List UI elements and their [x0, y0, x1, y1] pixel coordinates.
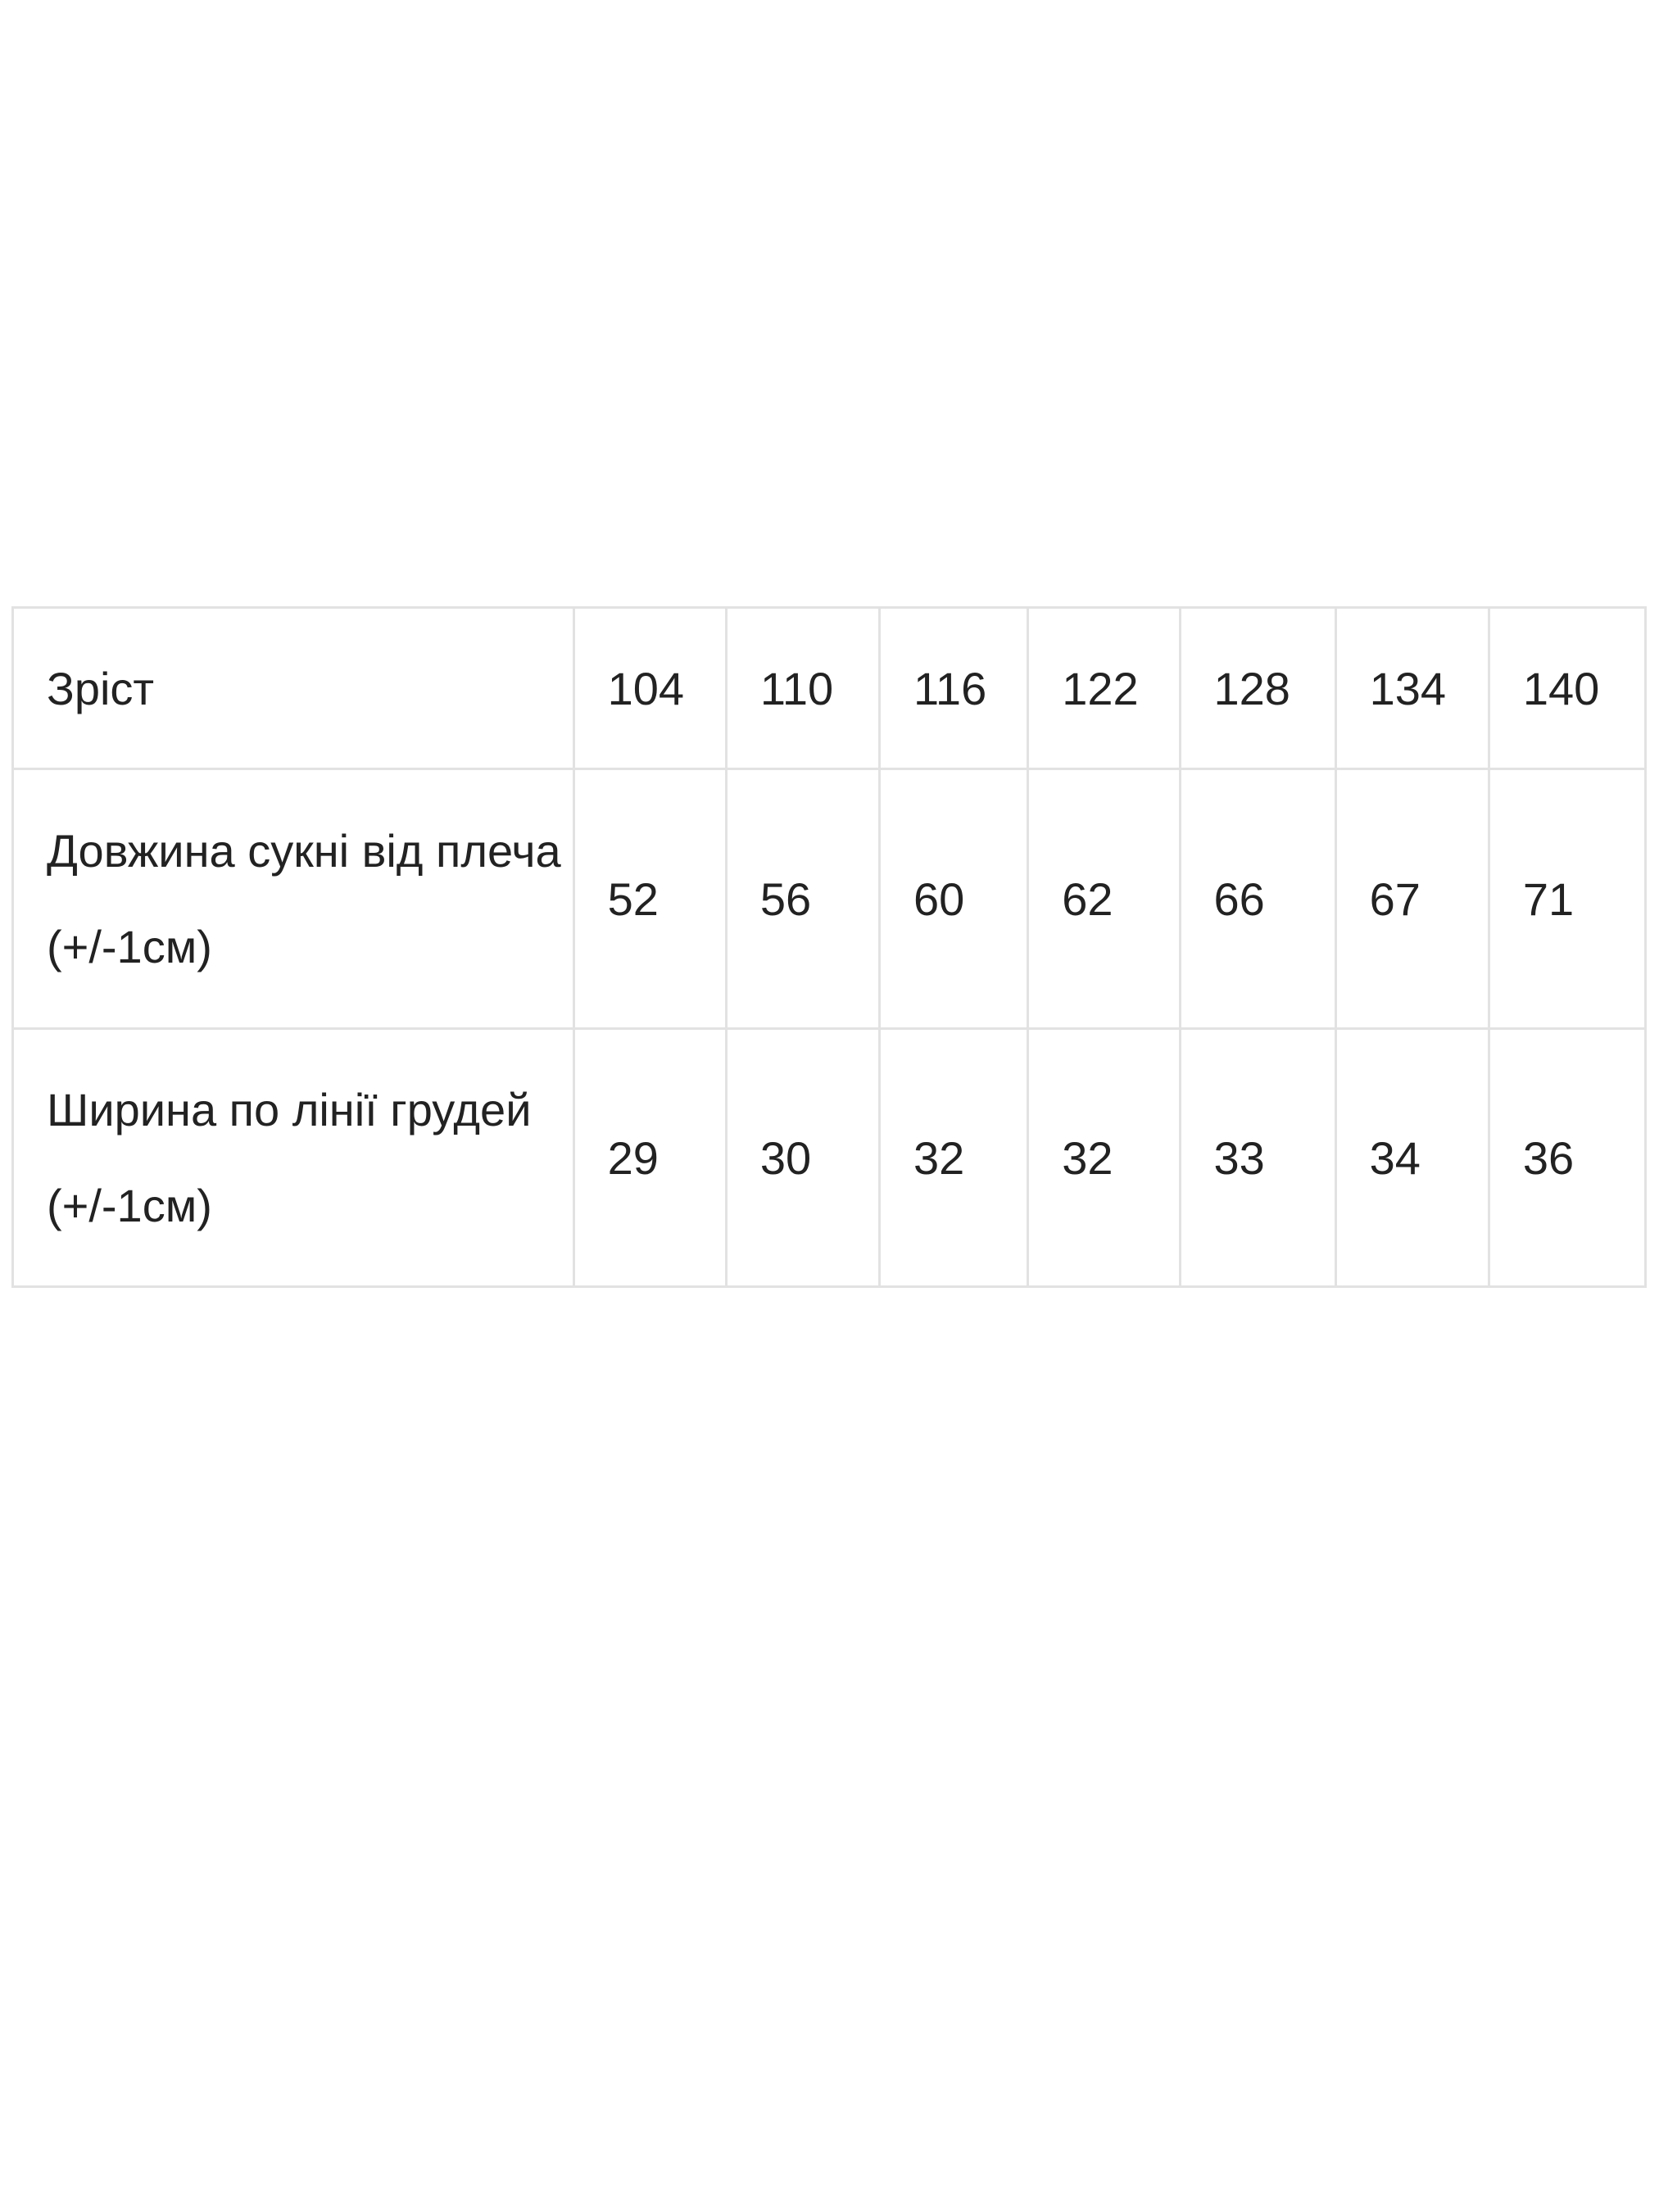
table-cell: 36 [1487, 1027, 1648, 1288]
table-cell: 30 [724, 1027, 881, 1288]
table-cell: 52 [572, 768, 728, 1030]
size-table: Зріст 104 110 116 122 128 134 140 Довжина сукні … [11, 606, 1648, 1288]
table-cell: 56 [724, 768, 881, 1030]
table-cell: 116 [877, 606, 1030, 770]
table-cell: 62 [1027, 768, 1181, 1030]
table-cell: 29 [572, 1027, 728, 1288]
table-cell: 32 [877, 1027, 1030, 1288]
table-cell: 32 [1027, 1027, 1181, 1288]
header-row: Зріст 104 110 116 122 128 134 140 [11, 606, 1648, 770]
table-row: Ширина по лінії грудей (+/-1см) 29 30 32 32 3… [11, 1027, 1648, 1288]
table-cell: 33 [1178, 1027, 1337, 1288]
table-cell: 66 [1178, 768, 1337, 1030]
row-label: Довжина сукні від плеча (+/-1см) [11, 768, 575, 1030]
table-cell: 104 [572, 606, 728, 770]
table-cell: 34 [1334, 1027, 1490, 1288]
table-cell: 67 [1334, 768, 1490, 1030]
table-cell: 122 [1027, 606, 1181, 770]
table-cell: 140 [1487, 606, 1648, 770]
row-label: Зріст [11, 606, 575, 770]
table-cell: 134 [1334, 606, 1490, 770]
row-label: Ширина по лінії грудей (+/-1см) [11, 1027, 575, 1288]
table-cell: 71 [1487, 768, 1648, 1030]
table-row: Довжина сукні від плеча (+/-1см) 52 56 60 62… [11, 768, 1648, 1030]
table-cell: 60 [877, 768, 1030, 1030]
table-cell: 128 [1178, 606, 1337, 770]
table-cell: 110 [724, 606, 881, 770]
